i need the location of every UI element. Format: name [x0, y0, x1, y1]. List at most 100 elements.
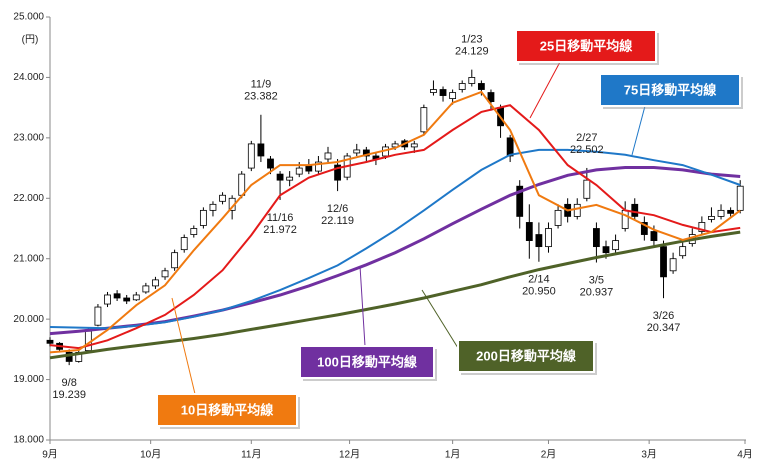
candle-body — [631, 203, 639, 217]
candle-body — [593, 228, 600, 248]
ma-line — [49, 148, 741, 330]
annotation-date: 9/8 — [62, 377, 77, 389]
x-tick-label: 12月 — [339, 449, 360, 461]
candle-body — [152, 279, 159, 287]
candle-body — [104, 294, 111, 305]
candle-body — [487, 92, 495, 102]
legend-box — [599, 73, 741, 107]
legend-box — [299, 345, 435, 379]
ma-line — [49, 230, 741, 360]
candle-body — [46, 339, 54, 344]
legend-label: 25日移動平均線 — [540, 38, 633, 53]
legend-label: 10日移動平均線 — [181, 402, 274, 417]
annotation-value: 24.129 — [455, 46, 489, 58]
y-tick-label: 18.000 — [13, 435, 44, 446]
legend-box — [457, 339, 595, 373]
candle-body — [573, 203, 581, 217]
candle-body — [477, 83, 485, 90]
candle-body — [171, 252, 179, 269]
candle-body — [708, 216, 715, 220]
annotation-date: 3/5 — [589, 274, 604, 286]
candle-body — [247, 143, 255, 169]
candle-body — [717, 209, 725, 217]
annotation-value: 19.239 — [52, 389, 86, 401]
candle-body — [535, 234, 543, 248]
candle-body — [238, 173, 246, 196]
legend-box — [515, 29, 657, 63]
x-tick-label: 3月 — [641, 449, 657, 461]
x-tick-label: 10月 — [140, 449, 161, 461]
candle-body — [458, 83, 466, 90]
candle-body — [267, 158, 274, 169]
ma-line — [49, 90, 741, 354]
candle-body — [410, 143, 418, 148]
candle-body — [516, 185, 524, 217]
candle-body — [554, 209, 562, 226]
candle-body — [94, 306, 102, 326]
callout-pointer — [171, 297, 196, 395]
candle-body — [583, 179, 591, 199]
candle-body — [295, 167, 303, 175]
annotation-value: 22.502 — [570, 144, 604, 156]
candle-body — [315, 161, 322, 172]
candle-body — [439, 89, 447, 96]
callout-pointer — [631, 105, 646, 156]
candle-body — [276, 173, 284, 181]
candle-body — [727, 209, 735, 214]
candle-body — [669, 258, 677, 272]
annotation-date: 1/23 — [461, 34, 482, 46]
candle-body — [391, 143, 399, 148]
candle-body — [324, 152, 332, 160]
candle-body — [123, 297, 131, 302]
annotation-value: 23.382 — [244, 91, 278, 103]
annotation-date: 2/14 — [528, 274, 549, 286]
candle-body — [420, 107, 428, 133]
annotation-date: 11/16 — [267, 212, 294, 224]
y-tick-label: 22.000 — [13, 193, 44, 204]
y-unit: (円) — [22, 35, 39, 46]
legend-label: 100日移動平均線 — [317, 354, 418, 369]
candle-body — [449, 92, 457, 99]
candle-body — [506, 137, 514, 157]
candle-body — [286, 176, 294, 181]
y-tick-label: 19.000 — [13, 374, 44, 385]
annotation-value: 20.937 — [580, 286, 614, 298]
candle-body — [621, 209, 629, 229]
callout-pointer — [421, 289, 459, 349]
candle-body — [142, 285, 150, 293]
legend-label: 75日移動平均線 — [624, 82, 717, 97]
annotation-date: 11/9 — [251, 79, 272, 91]
ma-line — [49, 104, 741, 350]
candle-body — [679, 246, 687, 257]
candle-body — [660, 246, 667, 278]
candle-body — [132, 294, 140, 301]
callout-pointer — [359, 265, 366, 347]
candle-body — [209, 203, 217, 211]
candle-body — [525, 222, 533, 241]
annotation-value: 20.950 — [522, 286, 556, 298]
candle-body — [640, 222, 648, 235]
candle-body — [353, 149, 361, 154]
x-tick-label: 11月 — [241, 449, 261, 461]
x-tick-label: 1月 — [445, 449, 461, 461]
candle-body — [468, 77, 476, 84]
candle-body — [113, 293, 121, 299]
annotation-value: 21.972 — [263, 224, 297, 236]
candle-body — [219, 194, 226, 202]
candle-body — [650, 231, 658, 241]
candle-body — [334, 164, 341, 181]
y-tick-label: 21.000 — [13, 253, 44, 264]
y-tick-label: 25.000 — [13, 12, 44, 23]
candle-body — [190, 228, 198, 235]
candle-body — [362, 149, 370, 157]
candle-body — [430, 89, 437, 93]
callout-pointer — [529, 61, 561, 119]
annotation-value: 20.347 — [647, 322, 681, 334]
candle-body — [545, 228, 552, 248]
legend-label: 200日移動平均線 — [476, 348, 577, 363]
candle-body — [736, 185, 744, 211]
candle-body — [698, 222, 706, 232]
annotation-date: 3/26 — [653, 310, 674, 322]
annotation-value: 22.119 — [321, 215, 354, 227]
